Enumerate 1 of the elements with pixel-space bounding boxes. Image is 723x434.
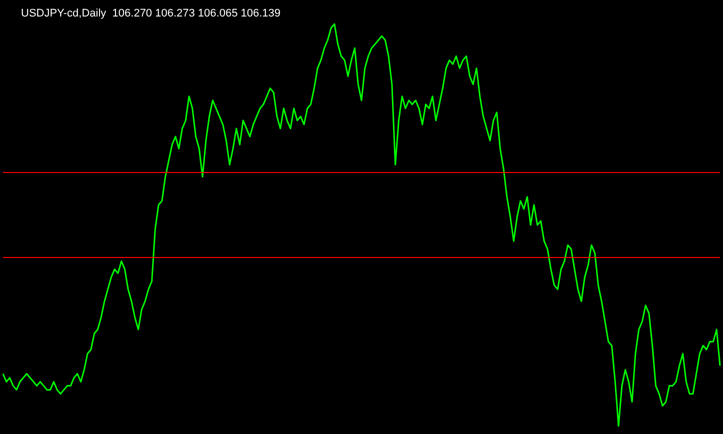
chart-title: USDJPY-cd,Daily 106.270 106.273 106.065 106.139 (21, 8, 281, 20)
